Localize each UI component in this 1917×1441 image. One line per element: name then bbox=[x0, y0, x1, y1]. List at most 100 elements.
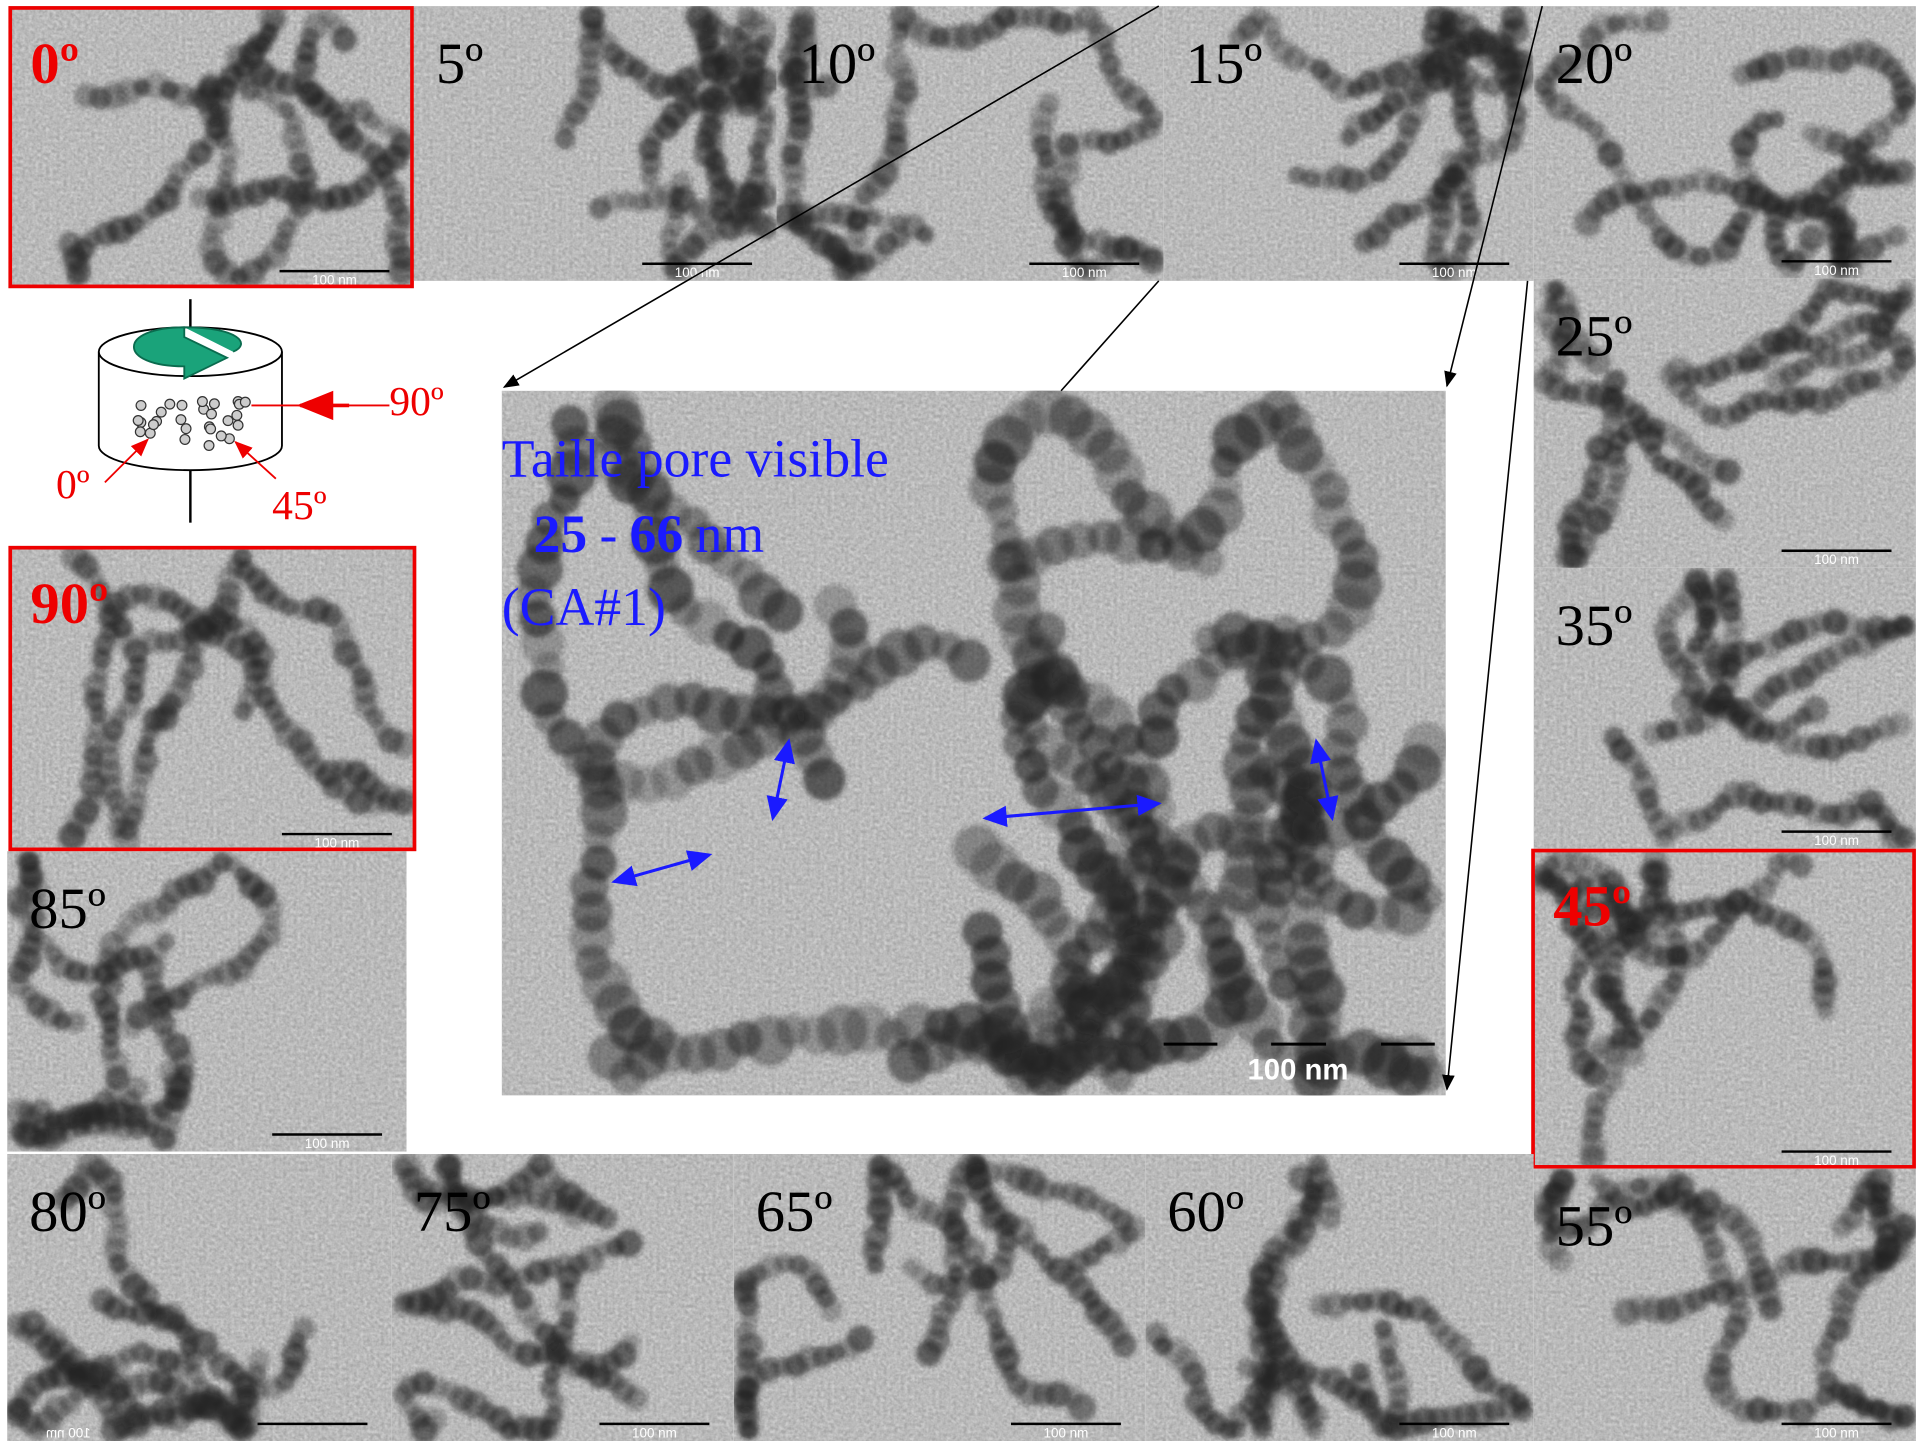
particle bbox=[1886, 226, 1907, 247]
particle bbox=[1288, 1164, 1316, 1192]
range-part: 66 bbox=[630, 504, 684, 564]
particle bbox=[888, 227, 910, 249]
tile: 100 nm 5º bbox=[414, 3, 779, 283]
particle bbox=[58, 822, 86, 850]
angle-label: 5º bbox=[436, 31, 483, 96]
particle bbox=[1645, 8, 1670, 33]
sample-ball bbox=[198, 397, 208, 407]
angle-label: 90º bbox=[389, 378, 444, 424]
angle-label: 0º bbox=[56, 461, 90, 507]
particle bbox=[223, 1409, 248, 1434]
annotation-range: 25-66nm bbox=[534, 504, 765, 564]
scale-bar-label: 100 nm bbox=[1432, 1425, 1477, 1440]
sample-ball bbox=[181, 424, 191, 434]
scale-bar-label: 100 nm bbox=[1248, 1054, 1349, 1087]
particle bbox=[1589, 1172, 1607, 1190]
tem-image: 100 nm bbox=[502, 385, 1450, 1101]
particle bbox=[1350, 1362, 1370, 1382]
scale-bar-label: 100 nm bbox=[1814, 833, 1859, 848]
tile: 100 nm45º bbox=[1530, 847, 1916, 1171]
zoom-line bbox=[1061, 281, 1159, 391]
angle-label: 85º bbox=[29, 876, 106, 941]
angle-label: 15º bbox=[1186, 31, 1263, 96]
scale-bar-label: 100 nm bbox=[46, 1425, 91, 1440]
scale-bar-label: 100 nm bbox=[1814, 1425, 1859, 1440]
particle bbox=[734, 194, 756, 216]
particle bbox=[953, 825, 1002, 874]
particle bbox=[887, 36, 905, 54]
angle-label: 75º bbox=[414, 1179, 491, 1244]
scale-bar-label: 100 nm bbox=[1044, 1425, 1089, 1440]
scale-bar-label: 100 nm bbox=[1062, 265, 1107, 280]
particle bbox=[916, 1340, 942, 1366]
particle bbox=[1574, 209, 1602, 237]
sample-ball bbox=[165, 399, 175, 409]
rotation-diagram: 90º 0º 45º bbox=[56, 299, 444, 528]
tile: 100 nm 75º bbox=[392, 1152, 734, 1441]
particle bbox=[1658, 364, 1682, 388]
angle-label: 45º bbox=[1553, 874, 1631, 939]
sample-ball bbox=[136, 401, 146, 411]
tile: 100 nm 10º bbox=[774, 4, 1166, 285]
tile: 100 nm 15º bbox=[1164, 4, 1537, 282]
particle bbox=[1129, 837, 1165, 873]
particle bbox=[423, 1408, 447, 1432]
scale-bar-label: 100 nm bbox=[1814, 263, 1859, 278]
sample-ball bbox=[207, 409, 217, 419]
angle-label: 0º bbox=[30, 31, 79, 96]
particle bbox=[1789, 853, 1813, 877]
tile: 100 nm55º bbox=[1533, 1166, 1917, 1441]
scale-bar-label: 100 nm bbox=[305, 1136, 350, 1151]
particle bbox=[1802, 696, 1829, 723]
scale-bar-label: 100 nm bbox=[1814, 552, 1859, 567]
sample-ball bbox=[233, 420, 243, 430]
particle bbox=[1603, 727, 1625, 749]
tile: 100 nm 35º bbox=[1534, 566, 1917, 851]
particle bbox=[887, 1039, 932, 1084]
scale-bar-label: 100 nm bbox=[632, 1425, 677, 1440]
sample-ball bbox=[177, 400, 187, 410]
zoom-line bbox=[1447, 281, 1528, 1089]
angle-label: 10º bbox=[799, 31, 876, 96]
angle-label: 45º bbox=[272, 482, 327, 528]
angle-label: 90º bbox=[30, 571, 108, 636]
particle bbox=[1403, 722, 1450, 769]
angle-label: 80º bbox=[29, 1179, 106, 1244]
particle bbox=[1361, 1040, 1411, 1090]
particle bbox=[1353, 230, 1376, 253]
tile: 100 nm 80º bbox=[5, 1151, 392, 1441]
tile: 100 nm 85º bbox=[4, 850, 406, 1152]
particle bbox=[1714, 458, 1740, 484]
angle-label: 35º bbox=[1556, 593, 1633, 658]
sample-ball bbox=[240, 397, 250, 407]
particle bbox=[1581, 1060, 1607, 1086]
particle bbox=[595, 1207, 618, 1230]
annotation-sample: (CA#1) bbox=[502, 577, 666, 637]
sample-ball bbox=[133, 416, 143, 426]
figure: 100 nm0º100 nm5º100 nm10º100 nm15º100 nm… bbox=[0, 0, 1917, 1441]
sample-ball bbox=[135, 427, 145, 437]
range-part: - bbox=[599, 504, 617, 564]
sample-ball bbox=[176, 415, 186, 425]
sample-ball bbox=[206, 424, 216, 434]
particle bbox=[1829, 1386, 1849, 1406]
particle bbox=[292, 1317, 315, 1340]
scale-bar-label: 100 nm bbox=[675, 265, 720, 280]
particle bbox=[1712, 508, 1734, 530]
scale-bar-label: 100 nm bbox=[1432, 265, 1477, 280]
particle bbox=[916, 226, 934, 244]
particle bbox=[847, 1325, 874, 1352]
particle bbox=[1112, 1333, 1137, 1358]
particle bbox=[65, 1011, 86, 1032]
annotation-title: Taille pore visible bbox=[502, 428, 889, 488]
particle bbox=[621, 1333, 640, 1352]
particle bbox=[1767, 111, 1785, 129]
particle bbox=[624, 1387, 648, 1411]
particle bbox=[1144, 1322, 1168, 1346]
particle bbox=[159, 1060, 184, 1085]
